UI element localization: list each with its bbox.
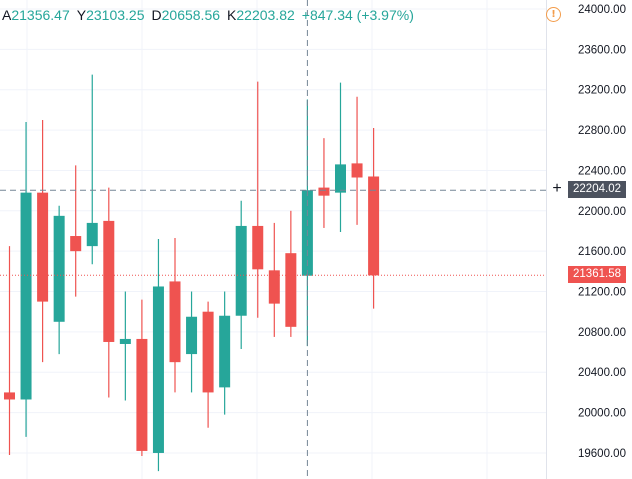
candle-body	[70, 236, 82, 252]
candle-body	[186, 316, 198, 355]
y-axis-tick-label: 19600.00	[578, 448, 626, 460]
candle-body	[219, 315, 231, 388]
candle-body	[169, 281, 181, 363]
candle-body	[285, 253, 297, 327]
y-axis-tick-label: 21200.00	[578, 287, 626, 299]
y-axis-tick-label: 22400.00	[578, 165, 626, 177]
candle-body	[202, 311, 214, 393]
y-axis-tick-label: 20800.00	[578, 327, 626, 339]
high-label: Y	[76, 7, 87, 23]
warning-circle-icon[interactable]: !	[546, 7, 561, 22]
candle-body	[37, 192, 49, 302]
y-axis-tick-label: 20400.00	[578, 367, 626, 379]
y-axis-tick-label: 21600.00	[578, 246, 626, 258]
low-value: 20658.56	[161, 7, 221, 23]
y-axis-tick-label: 24000.00	[578, 4, 626, 16]
candle-body	[119, 338, 131, 344]
candle-body	[252, 225, 264, 270]
y-axis-tick-label: 23600.00	[578, 44, 626, 56]
last-price-label: 21361.58	[568, 266, 626, 283]
candle-body	[53, 215, 65, 322]
candle-body	[4, 392, 15, 400]
candle-body	[20, 192, 32, 400]
candle-body	[368, 176, 380, 276]
candle-body	[136, 338, 148, 451]
candle-body	[318, 187, 330, 196]
candle-body	[235, 225, 247, 316]
close-value: 22203.82	[236, 7, 295, 23]
y-axis-tick-label: 22800.00	[578, 125, 626, 137]
open-label: A	[2, 7, 12, 23]
crosshair-price-label: 22204.02	[568, 181, 626, 198]
y-axis-tick-label: 23200.00	[578, 85, 626, 97]
plus-icon[interactable]: +	[552, 180, 562, 197]
high-value: 23103.25	[86, 7, 145, 23]
ohlc-legend: A21356.47 Y23103.25 D20658.56 K22203.82 +847…	[2, 7, 421, 23]
low-label: D	[151, 7, 162, 23]
y-axis-tick-label: 22000.00	[578, 206, 626, 218]
candle-body	[86, 222, 98, 247]
open-value: 21356.47	[11, 7, 70, 23]
close-label: K	[227, 7, 237, 23]
change-value: +847.34 (+3.97%)	[301, 7, 414, 23]
y-axis-tick-label: 20000.00	[578, 408, 626, 420]
candle-body	[268, 270, 280, 304]
candle-body	[103, 220, 115, 342]
candle-body	[152, 286, 164, 453]
candle-body	[351, 163, 363, 178]
candle-body	[335, 164, 346, 193]
